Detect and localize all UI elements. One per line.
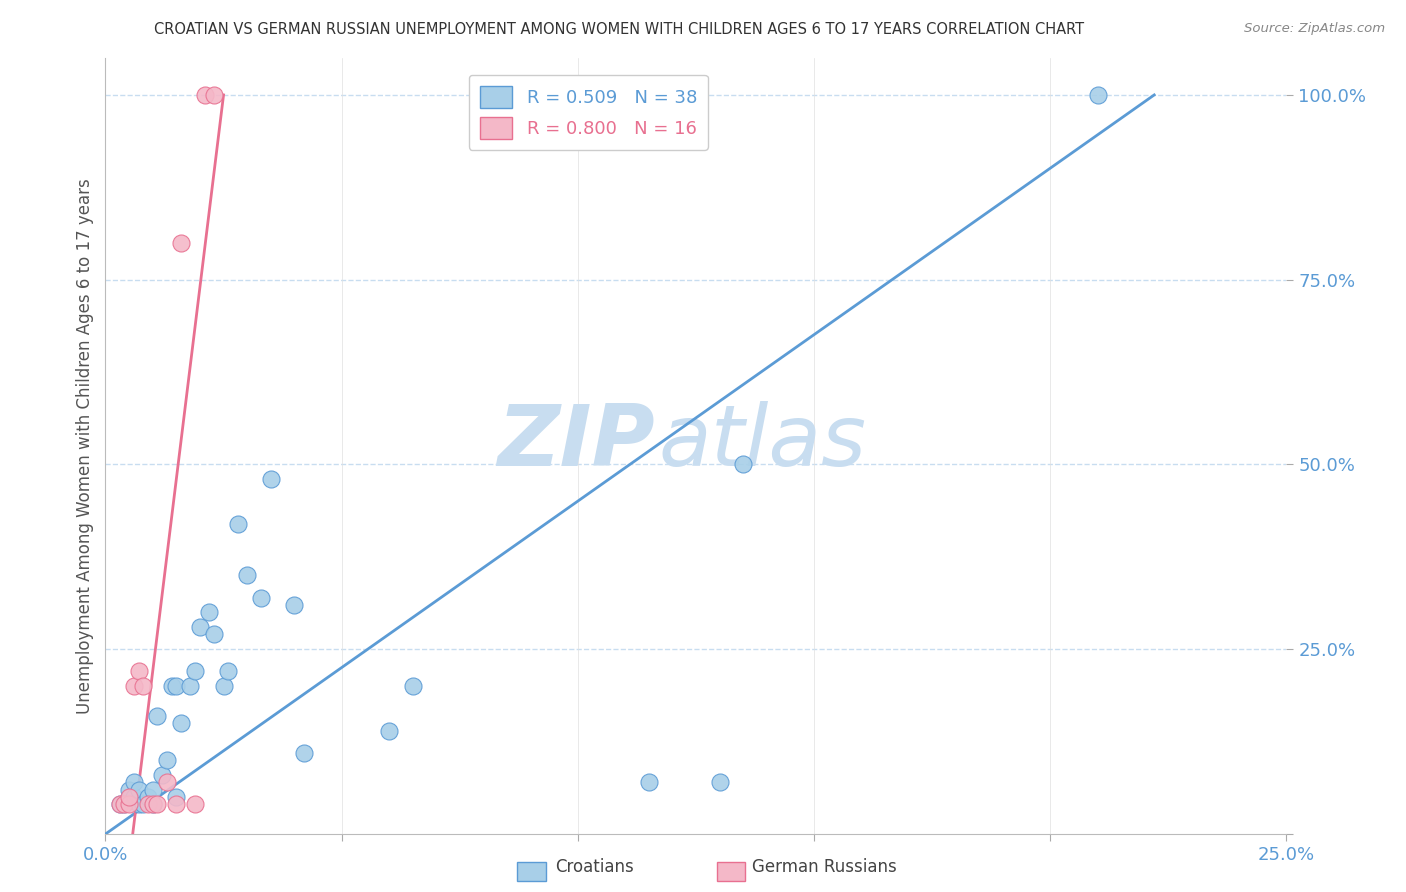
Point [292,746,315,760]
Point [165,797,187,812]
Point [179,679,201,693]
Text: Croatians: Croatians [555,858,634,876]
Point [156,775,179,789]
Text: atlas: atlas [658,401,866,483]
Point [194,87,217,102]
Point [226,516,249,531]
Point [709,775,731,789]
Text: ZIP: ZIP [496,401,655,483]
Point [202,627,225,641]
Point [160,679,183,693]
Legend: R = 0.509   N = 38, R = 0.800   N = 16: R = 0.509 N = 38, R = 0.800 N = 16 [468,75,707,150]
Point [1087,87,1109,102]
Point [118,790,141,805]
Text: CROATIAN VS GERMAN RUSSIAN UNEMPLOYMENT AMONG WOMEN WITH CHILDREN AGES 6 TO 17 Y: CROATIAN VS GERMAN RUSSIAN UNEMPLOYMENT … [153,22,1084,37]
Point [212,679,235,693]
Point [198,605,221,619]
Point [184,797,207,812]
Point [733,458,755,472]
Y-axis label: Unemployment Among Women with Children Ages 6 to 17 years: Unemployment Among Women with Children A… [76,178,94,714]
Point [184,665,207,679]
Point [122,790,145,805]
Point [146,708,169,723]
Point [118,782,141,797]
Point [118,797,141,812]
Point [128,782,150,797]
Text: German Russians: German Russians [752,858,897,876]
Point [136,797,159,812]
Point [165,790,187,805]
Point [170,716,193,731]
Point [283,598,305,612]
Point [142,797,165,812]
Point [108,797,131,812]
Point [112,797,135,812]
Point [136,790,159,805]
Point [165,679,187,693]
Point [150,768,173,782]
Text: Source: ZipAtlas.com: Source: ZipAtlas.com [1244,22,1385,36]
Point [118,790,141,805]
Point [188,620,211,634]
Point [156,753,179,767]
Point [202,87,225,102]
Point [146,797,169,812]
Point [142,782,165,797]
Point [132,797,155,812]
Point [378,723,401,738]
Point [260,472,283,486]
Point [401,679,423,693]
Point [112,797,135,812]
Point [142,797,165,812]
Point [132,679,155,693]
Point [170,235,193,250]
Point [128,665,150,679]
Point [250,591,273,605]
Point [217,665,239,679]
Point [122,679,145,693]
Point [108,797,131,812]
Point [637,775,659,789]
Point [128,797,150,812]
Point [122,775,145,789]
Point [236,568,259,582]
